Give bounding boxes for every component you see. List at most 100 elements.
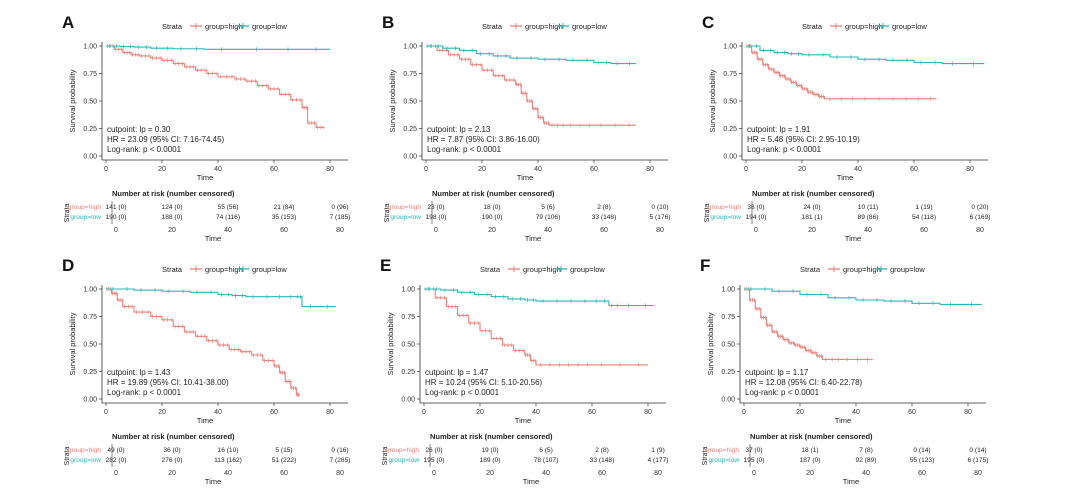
risk-table: Number at risk (number censored) Stratagr… [64, 432, 350, 486]
risk-cell-high: 0 (10) [651, 204, 668, 211]
risk-cell-low: 4 (177) [648, 457, 669, 464]
risk-time-label: 0 [114, 470, 118, 477]
annotation-line: Log-rank: p < 0.0001 [107, 145, 182, 154]
risk-cell-high: 36 (0) [163, 447, 180, 454]
panel-d: D Strata group=high group=low0.000.250.500.… [62, 256, 350, 486]
risk-row-label-high: group=high [706, 447, 740, 454]
x-tick-label: 80 [326, 409, 334, 416]
risk-row-label-low: group=low [70, 214, 101, 221]
risk-cell-low: 188 (0) [162, 214, 183, 221]
y-tick-label: 1.00 [723, 44, 737, 51]
panel-letter: A [62, 13, 74, 32]
legend-label-high: group=high [845, 22, 883, 31]
risk-table: Number at risk (number censored) Stratagr… [382, 432, 668, 486]
risk-cell-high: 7 (8) [859, 447, 873, 454]
risk-cell-high: 37 (0) [745, 447, 762, 454]
y-tick-label: 0.50 [83, 342, 97, 349]
annotation-line: HR = 10.24 (95% CI: 5.10-20.56) [425, 378, 543, 387]
risk-cell-low: 5 (176) [650, 214, 671, 221]
y-axis-label: Survival probability [386, 312, 395, 375]
risk-cell-high: 19 (0) [481, 447, 498, 454]
panel-e: E Strata group=high group=low0.000.250.500.… [380, 256, 668, 486]
risk-cell-low: 282 (0) [106, 457, 127, 464]
annotation-line: HR = 12.08 (95% CI: 6.40-22.78) [745, 378, 863, 387]
risk-cell-high: 23 (0) [427, 204, 444, 211]
x-tick-label: 40 [214, 166, 222, 173]
y-tick-label: 0.75 [83, 71, 97, 78]
panel-letter: D [62, 256, 74, 275]
risk-time-label: 60 [280, 470, 288, 477]
panel-b: B Strata group=high group=low0.000.250.500.… [382, 13, 670, 243]
y-tick-label: 1.00 [403, 44, 417, 51]
y-axis-label: Survival probability [68, 69, 77, 132]
risk-cell-high: 0 (14) [969, 447, 986, 454]
annotation-line: cutpoint: lp = 1.17 [745, 368, 809, 377]
risk-time-label: 0 [752, 470, 756, 477]
risk-cell-low: 89 (86) [858, 214, 879, 221]
panel-letter: E [380, 256, 391, 275]
x-tick-label: 80 [966, 166, 974, 173]
curve-high [106, 45, 325, 128]
x-axis-label: Time [837, 173, 853, 182]
x-tick-label: 20 [796, 409, 804, 416]
y-tick-label: 0.25 [721, 369, 735, 376]
y-tick-label: 0.00 [723, 154, 737, 161]
risk-cell-low: 113 (162) [214, 457, 242, 464]
risk-time-label: 40 [542, 470, 550, 477]
y-tick-label: 0.25 [403, 126, 417, 133]
risk-cell-low: 78 (107) [534, 457, 559, 464]
risk-cell-high: 6 (5) [539, 447, 553, 454]
legend-label-low: group=low [890, 265, 925, 274]
y-tick-label: 0.75 [723, 71, 737, 78]
annotation-line: HR = 23.09 (95% CI: 7.16-74.45) [107, 135, 225, 144]
legend-label-low: group=low [252, 265, 287, 274]
y-tick-label: 1.00 [721, 287, 735, 294]
risk-time-axis-label: Time [845, 234, 861, 243]
risk-time-label: 40 [224, 227, 232, 234]
x-axis-label: Time [197, 416, 213, 425]
y-tick-label: 0.75 [721, 314, 735, 321]
curve-low [746, 45, 984, 65]
legend-label-high: group=high [523, 265, 561, 274]
risk-time-axis-label: Time [843, 477, 859, 486]
y-tick-label: 0.50 [723, 99, 737, 106]
annotation-line: Log-rank: p < 0.0001 [745, 388, 820, 397]
risk-cell-low: 54 (118) [912, 214, 936, 221]
risk-time-label: 20 [808, 227, 816, 234]
risk-table: Number at risk (number censored) Stratagr… [64, 189, 350, 243]
risk-time-axis-label: Time [523, 477, 539, 486]
risk-cell-low: 55 (123) [910, 457, 935, 464]
risk-cell-high: 124 (0) [162, 204, 183, 211]
y-tick-label: 0.75 [403, 71, 417, 78]
risk-cell-low: 190 (0) [106, 214, 127, 221]
risk-cell-low: 198 (0) [426, 214, 447, 221]
risk-cell-high: 26 (0) [425, 447, 442, 454]
risk-time-label: 40 [224, 470, 232, 477]
curve-high [746, 45, 937, 100]
risk-cell-high: 0 (20) [971, 204, 988, 211]
y-tick-label: 0.25 [723, 126, 737, 133]
x-axis-label: Time [835, 416, 851, 425]
risk-cell-high: 10 (11) [858, 204, 878, 211]
risk-cell-low: 7 (265) [330, 457, 351, 464]
risk-table-title: Number at risk (number censored) [112, 432, 235, 441]
x-tick-label: 0 [744, 166, 748, 173]
curve-high [106, 288, 300, 397]
risk-time-label: 60 [920, 227, 928, 234]
risk-cell-low: 181 (1) [802, 214, 823, 221]
x-axis-label: Time [197, 173, 213, 182]
y-tick-label: 1.00 [83, 44, 97, 51]
x-tick-label: 40 [214, 409, 222, 416]
risk-cell-high: 18 (0) [483, 204, 500, 211]
annotation-line: cutpoint: lp = 1.91 [747, 125, 811, 134]
risk-time-axis-label: Time [525, 234, 541, 243]
risk-time-label: 0 [754, 227, 758, 234]
panel-letter: C [702, 13, 714, 32]
y-tick-label: 0.50 [401, 342, 415, 349]
risk-time-label: 0 [432, 470, 436, 477]
x-tick-label: 0 [422, 409, 426, 416]
risk-row-label-low: group=low [388, 457, 419, 464]
risk-row-label-high: group=high [68, 204, 102, 211]
y-tick-label: 0.25 [83, 369, 97, 376]
